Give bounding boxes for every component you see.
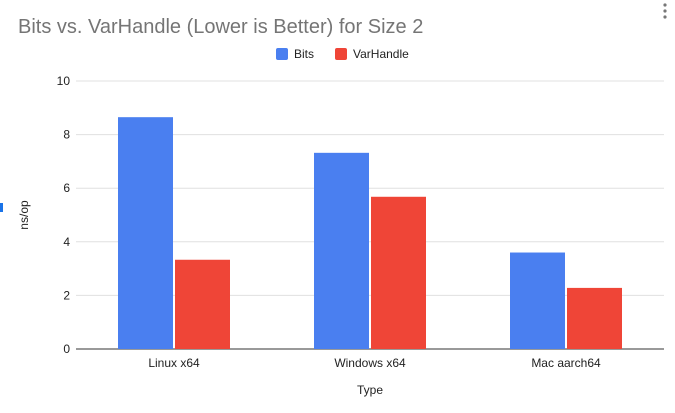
- menu-icon[interactable]: [663, 3, 667, 19]
- y-tick-label: 6: [63, 181, 70, 195]
- bar-varhandle-0[interactable]: [175, 259, 230, 349]
- bar-varhandle-1[interactable]: [371, 196, 426, 349]
- y-tick-label: 2: [63, 288, 70, 302]
- x-tick-label: Windows x64: [334, 356, 406, 370]
- legend-swatch-bits: [276, 48, 288, 60]
- x-axis-label: Type: [357, 383, 383, 397]
- y-tick-label: 8: [63, 128, 70, 142]
- more-vert-icon-dot-2: [663, 9, 667, 13]
- bar-bits-0[interactable]: [118, 117, 173, 350]
- bar-varhandle-2[interactable]: [567, 287, 622, 349]
- legend-swatch-varhandle: [335, 48, 347, 60]
- more-vert-icon-dot-3: [663, 15, 667, 19]
- y-tick-label: 4: [63, 235, 70, 249]
- gridlines: [76, 80, 664, 350]
- side-indicator: [0, 203, 3, 212]
- x-axis-ticks: Linux x64 Windows x64 Mac aarch64: [148, 356, 601, 370]
- legend: Bits VarHandle: [276, 47, 409, 61]
- x-tick-label: Linux x64: [148, 356, 200, 370]
- bar-bits-1[interactable]: [314, 152, 369, 349]
- bar-bits-2[interactable]: [510, 252, 565, 349]
- y-axis-label: ns/op: [17, 200, 31, 230]
- legend-label-varhandle: VarHandle: [353, 47, 409, 61]
- y-tick-label: 0: [63, 342, 70, 356]
- y-axis-ticks: 0 2 4 6 8 10: [57, 74, 71, 356]
- y-tick-label: 10: [57, 74, 71, 88]
- bars: [118, 117, 622, 350]
- legend-label-bits: Bits: [294, 47, 314, 61]
- chart-title: Bits vs. VarHandle (Lower is Better) for…: [18, 16, 423, 38]
- x-tick-label: Mac aarch64: [531, 356, 601, 370]
- more-vert-icon-dot-1: [663, 3, 667, 7]
